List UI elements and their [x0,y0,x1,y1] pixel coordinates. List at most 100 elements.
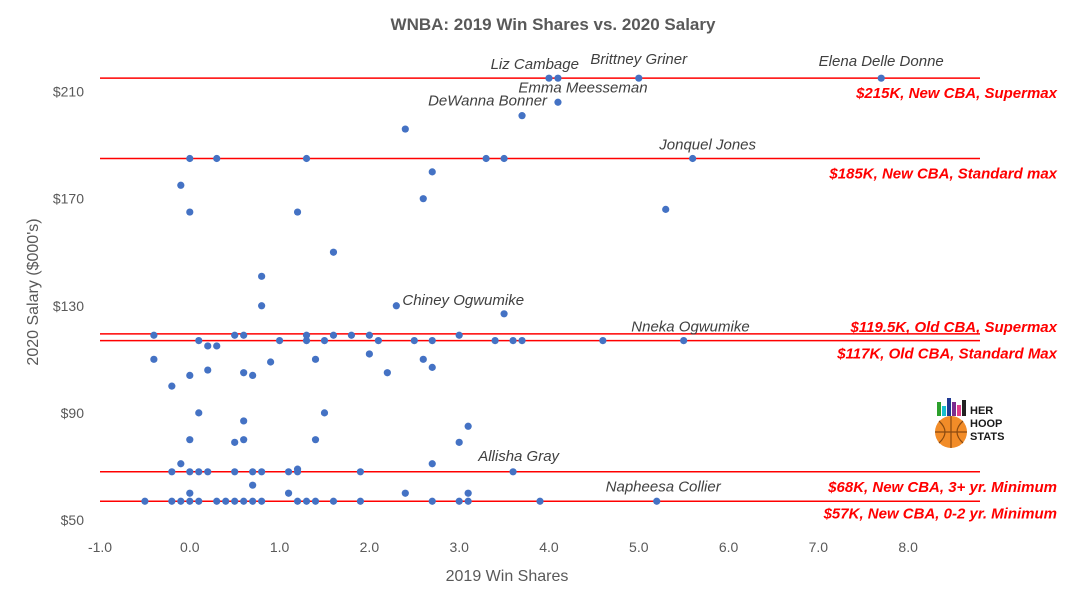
data-point [231,468,239,476]
x-tick-label: 4.0 [539,539,559,555]
reference-line-label: $68K, New CBA, 3+ yr. Minimum [827,479,1057,496]
data-point [428,497,436,505]
data-point [509,468,517,476]
data-point [311,355,320,363]
data-point [428,336,436,345]
data-point [410,336,418,345]
player-label: DeWanna Bonner [428,93,548,110]
data-point [213,154,221,163]
data-point [186,154,194,163]
x-tick-label: -1.0 [88,539,112,555]
logo-text-line3: STATS [970,431,1004,443]
y-tick-label: $210 [53,84,84,100]
data-point [329,248,338,256]
data-point [302,336,311,345]
data-point [311,497,320,505]
data-point [204,366,212,374]
data-point [204,342,212,350]
data-point [249,497,257,505]
data-point [302,497,311,505]
player-label: Napheesa Collier [606,478,722,495]
reference-lines: $215K, New CBA, Supermax $185K, New CBA, … [100,77,1058,522]
reference-line-label: $215K, New CBA, Supermax [855,85,1058,102]
data-point [419,195,427,203]
player-label: Chiney Ogwumike [402,292,524,309]
data-point [554,98,562,106]
data-point [186,497,194,505]
data-point [455,438,463,446]
x-tick-label: 5.0 [629,539,649,555]
data-point [680,336,688,345]
data-point [689,154,697,163]
data-point [464,489,472,497]
data-point [186,371,194,379]
data-point [374,336,382,345]
data-point [356,497,365,505]
data-point [536,497,544,505]
x-tick-label: 3.0 [449,539,469,555]
x-tick-label: 8.0 [898,539,918,555]
data-point [186,489,194,497]
data-point [293,497,302,505]
player-label: Liz Cambage [491,56,579,73]
data-point [518,336,526,345]
data-point [258,302,266,310]
data-point [635,74,643,82]
data-point [258,468,266,476]
data-point [284,468,293,476]
data-point [240,331,248,339]
data-point [428,363,436,371]
data-point [509,336,517,345]
data-point [311,436,320,444]
data-point [258,272,266,280]
y-tick-label: $170 [53,191,84,207]
data-points [141,74,885,505]
data-point [222,497,230,505]
player-label: Nneka Ogwumike [631,319,749,336]
data-point [267,358,275,366]
her-hoop-stats-logo: HER HOOP STATS [935,398,1004,448]
data-point [545,74,553,82]
data-point [329,497,338,505]
data-point [150,331,158,339]
basketball-icon [935,416,967,448]
data-point [419,355,427,363]
player-label: Allisha Gray [477,448,560,465]
data-point [141,497,149,505]
data-point [293,468,302,476]
data-point [284,489,293,497]
logo-bars-icon [937,398,966,416]
reference-line-label: $117K, Old CBA, Standard Max [836,346,1057,363]
data-point [347,331,356,339]
data-point [599,336,607,345]
x-tick-label: 1.0 [270,539,290,555]
data-point [186,436,194,444]
player-label: Jonquel Jones [658,137,756,154]
data-point [401,125,409,133]
data-point [428,460,436,468]
data-point [653,497,661,505]
data-point [491,336,499,345]
x-tick-label: 2.0 [360,539,380,555]
data-point [464,497,472,505]
data-point [240,369,248,377]
x-tick-label: 7.0 [809,539,829,555]
reference-line-label: $185K, New CBA, Standard max [828,166,1057,183]
data-point [258,497,266,505]
data-point [428,168,436,176]
data-point [231,497,239,505]
y-axis-label: 2020 Salary ($000's) [25,218,42,365]
data-point [195,497,203,505]
data-point [500,310,508,318]
player-annotations: Liz Cambage Brittney Griner Elena Delle Do… [402,51,943,495]
data-point [302,154,311,163]
data-point [177,460,185,468]
data-point [302,331,311,339]
reference-line-label: $57K, New CBA, 0-2 yr. Minimum [823,505,1057,522]
data-point [662,205,670,213]
data-point [464,422,472,430]
x-tick-label: 6.0 [719,539,739,555]
y-tick-label: $90 [61,405,85,421]
data-point [249,468,257,476]
